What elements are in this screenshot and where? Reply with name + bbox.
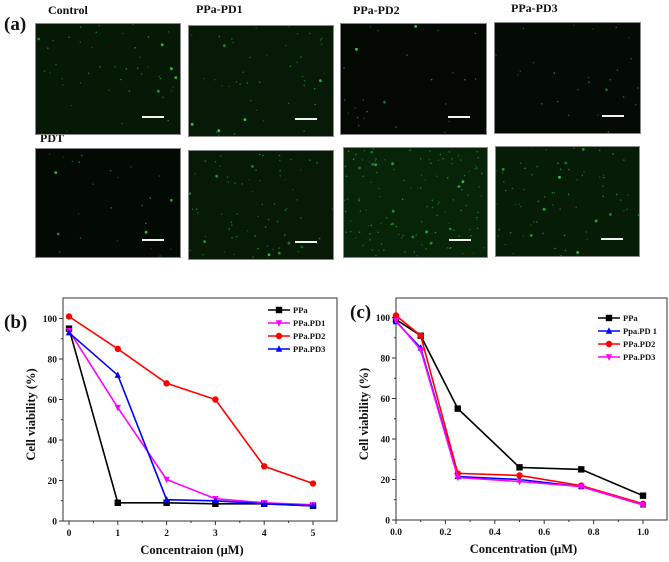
legend-item: PPa.PD2	[598, 339, 655, 349]
y-tick-label: 40	[381, 436, 391, 446]
legend-label: PPa.PD2	[623, 339, 655, 349]
fluorescence-dots	[190, 26, 325, 136]
micrograph-pdt-ppa-pd1	[188, 150, 334, 260]
legend-item: PPa.PD1	[268, 318, 325, 328]
image-title-ppa-pd2: PPa-PD2	[353, 3, 400, 17]
fluorescence-dots	[496, 147, 639, 256]
scale-bar	[142, 239, 164, 241]
y-axis-label: Cell viability (%)	[357, 368, 371, 460]
legend: PPa Ppa.PD 1 PPa.PD2 PPa.PD3	[598, 313, 657, 362]
y-tick-label: 80	[381, 355, 391, 365]
legend-item: PPa.PD3	[598, 352, 655, 362]
micrograph-pdt-ppa-pd2	[343, 147, 488, 258]
y-tick-label: 20	[381, 476, 391, 486]
y-tick-label: 40	[48, 437, 58, 447]
legend-label: PPa.PD3	[623, 352, 655, 362]
micrograph-pdt	[35, 148, 181, 258]
scale-bar	[449, 239, 471, 241]
legend-label: PPa	[623, 313, 638, 323]
fluorescence-dots	[48, 153, 173, 257]
legend-label: PPa	[293, 305, 308, 315]
x-tick-label: 1	[115, 529, 120, 539]
legend-item: PPa	[268, 305, 308, 315]
series-ppa-pd2	[65, 313, 317, 487]
y-tick-label: 100	[43, 315, 58, 325]
x-axis-label: Concentraion (μM)	[140, 543, 243, 557]
x-tick-label: 0.6	[538, 528, 550, 538]
micrograph-ppa-pd3	[494, 22, 641, 134]
scale-bar	[448, 116, 470, 118]
series-ppa-pd3	[65, 328, 317, 509]
x-tick-label: 0.2	[439, 528, 451, 538]
panel-a-label: (a)	[4, 14, 27, 35]
micrograph-ppa-pd1	[188, 25, 334, 137]
fluorescence-dots	[495, 24, 639, 133]
x-tick-label: 3	[213, 529, 218, 539]
legend-label: Ppa.PD 1	[623, 326, 657, 336]
fluorescence-dots	[37, 24, 178, 134]
x-tick-label: 1.0	[637, 528, 649, 538]
scale-bar	[295, 241, 317, 243]
axes: 0 20 40 60 80 100 0 1 2 3 4 5 Concentraion (μM) Cell …	[24, 297, 338, 557]
legend-item: PPa	[598, 313, 638, 323]
y-axis-label: Cell viability (%)	[24, 368, 38, 460]
x-axis-label: Concentration (μM)	[470, 542, 577, 556]
y-tick-label: 100	[376, 314, 391, 324]
y-tick-label: 60	[48, 396, 58, 406]
y-tick-label: 60	[381, 395, 391, 405]
legend-item: Ppa.PD 1	[598, 326, 657, 336]
fluorescence-dots	[343, 25, 477, 134]
x-tick-label: 4	[262, 529, 267, 539]
y-tick-label: 20	[48, 477, 58, 487]
legend-label: PPa.PD2	[293, 331, 325, 341]
scale-bar	[295, 118, 317, 120]
x-tick-label: 0.8	[588, 528, 600, 538]
scale-bar	[601, 238, 623, 240]
y-tick-label: 80	[48, 356, 58, 366]
x-tick-label: 0	[67, 529, 72, 539]
fluorescence-dots	[189, 153, 333, 258]
micrograph-control	[35, 23, 181, 135]
micrograph-ppa-pd2	[340, 23, 487, 135]
legend-label: PPa.PD1	[293, 318, 325, 328]
panel-b-label: (b)	[4, 312, 28, 333]
fluorescence-dots	[344, 148, 485, 257]
legend-label: PPa.PD3	[293, 344, 325, 354]
legend-item: PPa.PD2	[268, 331, 325, 341]
micrograph-pdt-ppa-pd3	[495, 146, 640, 257]
legend: PPa PPa.PD1 PPa.PD2 PPa.PD3	[268, 305, 325, 354]
y-tick-label: 0	[52, 518, 57, 528]
x-tick-label: 2	[164, 529, 169, 539]
image-title-ppa-pd1: PPa-PD1	[196, 2, 243, 16]
panel-c-label: (c)	[350, 302, 372, 323]
x-tick-label: 0.4	[489, 528, 501, 538]
image-title-control: Control	[48, 3, 88, 17]
scale-bar	[602, 115, 624, 117]
x-tick-label: 0.0	[390, 528, 402, 538]
y-tick-label: 0	[385, 517, 390, 527]
x-tick-label: 5	[311, 529, 316, 539]
axes: 0 20 40 60 80 100 0.0 0.2 0.4 0.6 0.8 1.0 Concentrat…	[357, 297, 668, 556]
series-ppa-pd3	[392, 317, 647, 509]
image-title-ppa-pd3: PPa-PD3	[511, 1, 558, 15]
scale-bar	[142, 116, 164, 118]
legend-item: PPa.PD3	[268, 344, 325, 354]
